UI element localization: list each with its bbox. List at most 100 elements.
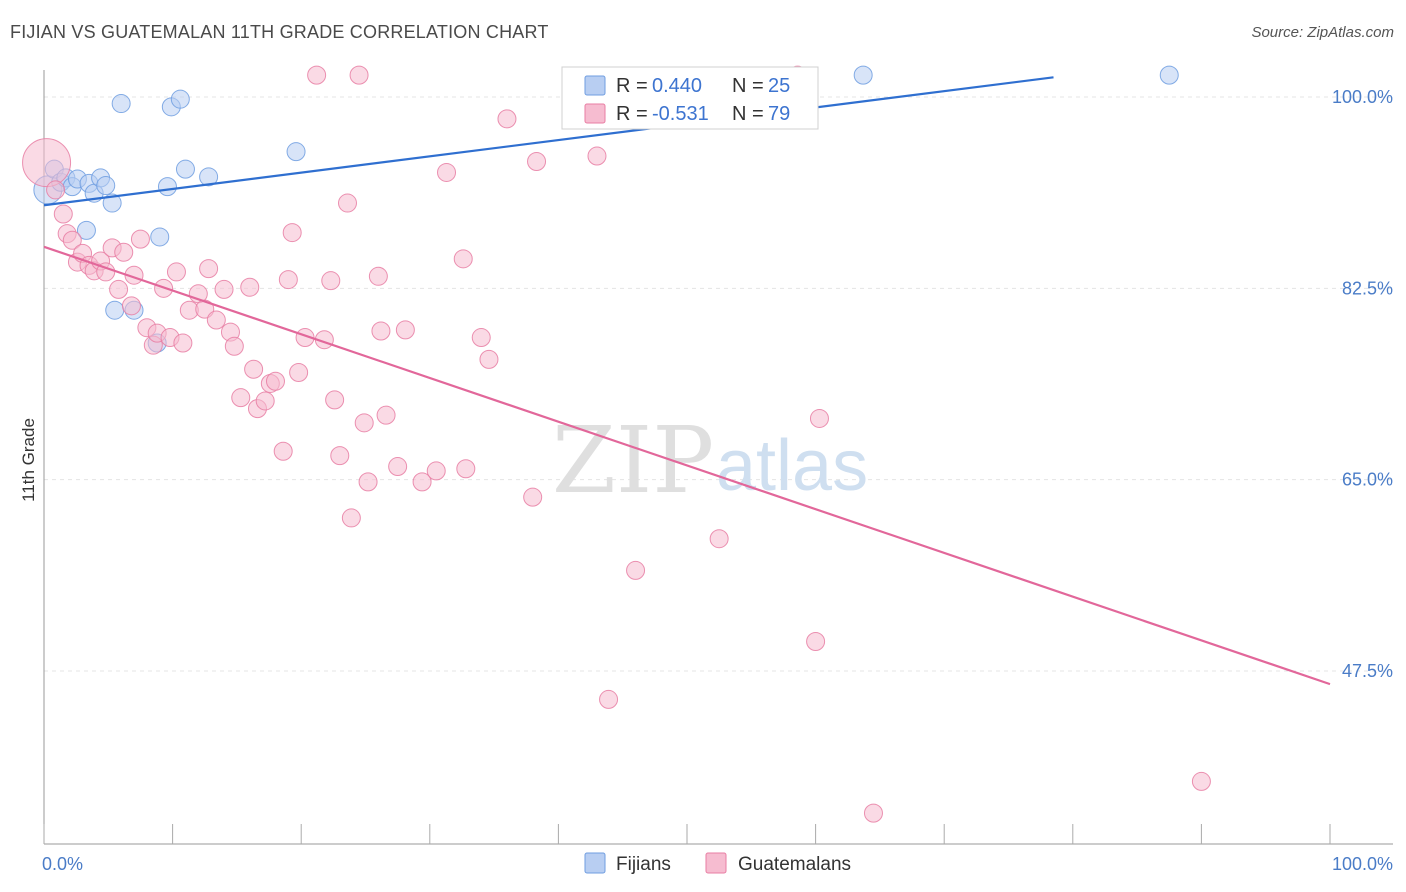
guatemalans-point [863, 803, 883, 823]
fijians-point [150, 227, 170, 247]
watermark-atlas: atlas [716, 426, 868, 506]
guatemalans-point [349, 65, 369, 85]
fijians-n-value: 25 [768, 75, 790, 97]
legend-guatemalans-swatch [705, 852, 727, 874]
guatemalans-point [130, 229, 150, 249]
guatemalans-point [587, 146, 607, 166]
fijians-point [76, 220, 96, 240]
legend-guatemalans-label: Guatemalans [738, 854, 851, 875]
fijians-r-value: 0.440 [652, 75, 702, 97]
fijians-point [286, 142, 306, 162]
guatemalans-point [437, 162, 457, 182]
guatemalans-point [388, 457, 408, 477]
watermark: ZIP atlas [552, 407, 868, 514]
guatemalans-point [426, 461, 446, 481]
fijians-point [853, 65, 873, 85]
chart-title: FIJIAN VS GUATEMALAN 11TH GRADE CORRELAT… [10, 22, 549, 42]
guatemalans-point [22, 138, 72, 188]
guatemalans-point [523, 487, 543, 507]
guatemalans-point [255, 391, 275, 411]
guatemalans-point [325, 390, 345, 410]
guatemalans-n-label: N = [732, 103, 764, 125]
y-tick-label: 100.0% [1332, 87, 1393, 107]
fijians-n-label: N = [732, 75, 764, 97]
guatemalans-point [1191, 771, 1211, 791]
fijians-point [105, 300, 125, 320]
guatemalans-point [354, 413, 374, 433]
guatemalans-point [166, 262, 186, 282]
guatemalans-point [809, 408, 829, 428]
guatemalans-point [371, 321, 391, 341]
guatemalans-n-value: 79 [768, 103, 790, 125]
legend-fijians-swatch [584, 852, 606, 874]
guatemalans-point [265, 371, 285, 391]
guatemalans-point [330, 446, 350, 466]
guatemalans-point [195, 299, 215, 319]
guatemalans-point [453, 249, 473, 269]
fijians-trend-line [43, 76, 1054, 207]
trend-lines [43, 76, 1331, 686]
guatemalans-point [497, 109, 517, 129]
guatemalans-point [368, 266, 388, 286]
guatemalans-point [321, 271, 341, 291]
x-tick-labels: 0.0% 100.0% [42, 854, 1393, 874]
guatemalans-point [337, 193, 357, 213]
guatemalans-point [214, 279, 234, 299]
guatemalans-point [173, 333, 193, 353]
source-label: Source: ZipAtlas.com [1251, 24, 1394, 41]
guatemalans-point [114, 242, 134, 262]
guatemalans-point [709, 529, 729, 549]
stats-legend: R = 0.440 N = 25 R = -0.531 N = 79 [561, 66, 819, 130]
guatemalans-point [527, 152, 547, 172]
guatemalans-point [53, 204, 73, 224]
guatemalans-swatch [584, 103, 606, 124]
guatemalans-point [282, 223, 302, 243]
x-tick-label: 0.0% [42, 854, 83, 874]
guatemalans-point [376, 405, 396, 425]
guatemalans-point [273, 441, 293, 461]
y-tick-label: 65.0% [1342, 470, 1393, 490]
guatemalans-point [395, 320, 415, 340]
fijians-point [1159, 65, 1179, 85]
guatemalans-point [46, 180, 66, 200]
legend-fijians-label: Fijians [616, 854, 671, 875]
guatemalans-point [412, 472, 432, 492]
guatemalans-point [244, 359, 264, 379]
guatemalans-point [341, 508, 361, 528]
guatemalans-point [199, 259, 219, 279]
guatemalans-r-value: -0.531 [652, 103, 709, 125]
guatemalans-point [479, 349, 499, 369]
y-tick-label: 82.5% [1342, 278, 1393, 298]
guatemalans-point [206, 310, 226, 330]
fijians-swatch [584, 75, 606, 96]
guatemalans-point [307, 65, 327, 85]
fijians-point [175, 159, 195, 179]
y-tick-labels: 100.0% 82.5% 65.0% 47.5% [1332, 87, 1393, 681]
guatemalans-point [456, 459, 476, 479]
watermark-zip: ZIP [552, 407, 714, 514]
x-tick-label: 100.0% [1332, 854, 1393, 874]
guatemalans-point [231, 388, 251, 408]
fijians-point [111, 94, 131, 114]
guatemalans-point [806, 631, 826, 651]
fijians-point [102, 193, 122, 213]
guatemalans-point [471, 328, 491, 348]
guatemalans-point [224, 336, 244, 356]
guatemalans-point [109, 279, 129, 299]
fijians-point [96, 176, 116, 196]
guatemalans-point [626, 560, 646, 580]
guatemalans-point [121, 296, 141, 316]
guatemalans-point [289, 363, 309, 383]
y-tick-label: 47.5% [1342, 661, 1393, 681]
guatemalans-point [278, 270, 298, 290]
guatemalans-point [358, 472, 378, 492]
guatemalans-point [240, 277, 260, 297]
fijians-point [157, 177, 177, 197]
gridlines [44, 96, 1393, 672]
y-axis-label: 11th Grade [19, 418, 38, 502]
fijians-r-label: R = [616, 75, 648, 97]
guatemalans-trend-line [43, 245, 1331, 686]
fijians-point [199, 167, 219, 187]
guatemalans-r-label: R = [616, 103, 648, 125]
